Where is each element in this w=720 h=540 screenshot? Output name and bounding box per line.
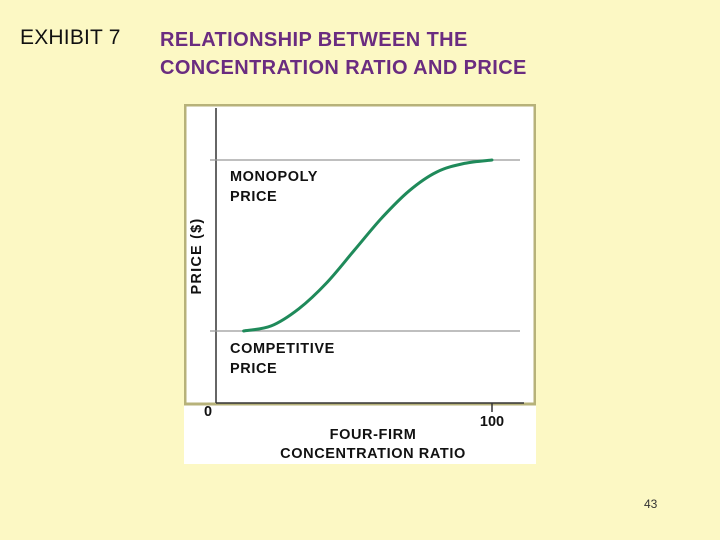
monopoly-label-line-2: PRICE — [230, 189, 277, 205]
exhibit-label: EXHIBIT 7 — [20, 26, 121, 49]
price-curve — [242, 158, 494, 333]
title-line-2: CONCENTRATION RATIO AND PRICE — [160, 57, 527, 79]
page-title: RELATIONSHIP BETWEEN THE CONCENTRATION R… — [160, 26, 527, 82]
title-line-1: RELATIONSHIP BETWEEN THE — [160, 29, 468, 51]
competitive-label-line-2: PRICE — [230, 361, 277, 377]
price-concentration-chart: MONOPOLY PRICE COMPETITIVE PRICE PRICE (… — [184, 104, 536, 464]
x-tick-label-0: 0 — [204, 404, 212, 420]
chart-frame — [184, 104, 536, 406]
chart-panel — [184, 104, 536, 464]
x-axis-label-line-1: FOUR-FIRM — [330, 427, 417, 443]
y-axis-label: PRICE ($) — [189, 218, 205, 295]
monopoly-label-line-1: MONOPOLY — [230, 169, 318, 185]
competitive-label-line-1: COMPETITIVE — [230, 341, 335, 357]
page-number: 43 — [644, 497, 658, 511]
x-tick-label-100: 100 — [480, 414, 504, 430]
x-axis-label-line-2: CONCENTRATION RATIO — [280, 446, 466, 462]
